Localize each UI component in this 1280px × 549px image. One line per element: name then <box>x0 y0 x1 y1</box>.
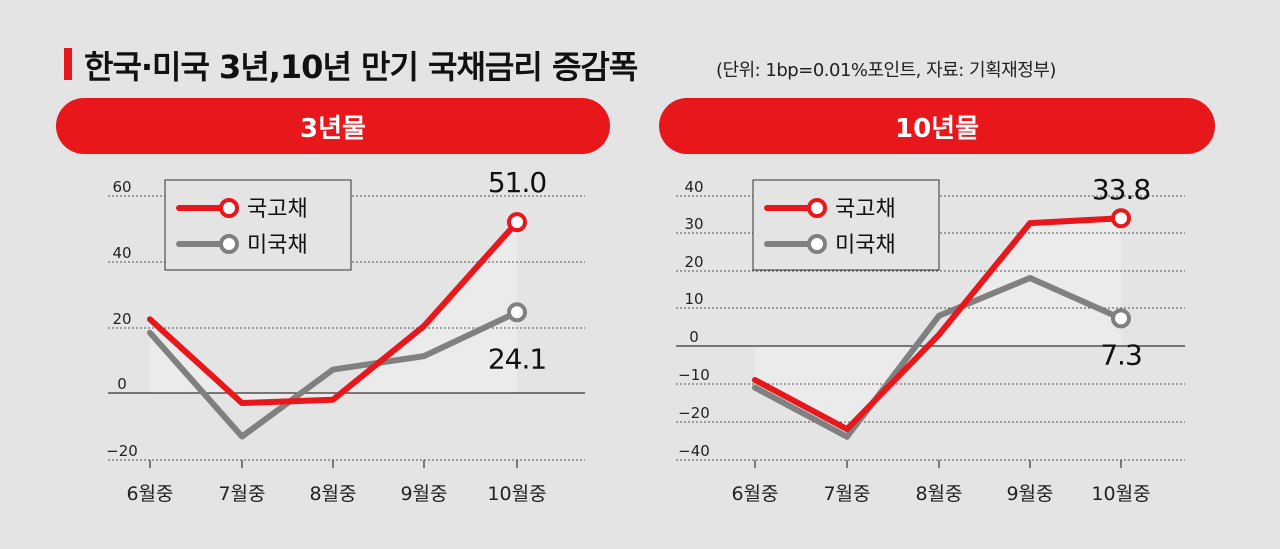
chart-title-10yr: 10년물 <box>659 98 1215 154</box>
title-accent-bar <box>64 48 72 80</box>
x-tick-label: 10월중 <box>487 483 546 505</box>
x-tick-label: 7월중 <box>218 483 265 505</box>
y-tick-label: −20 <box>106 442 138 460</box>
x-tick-label: 6월중 <box>731 483 778 505</box>
y-tick-label: −40 <box>678 442 710 460</box>
x-tick-label: 7월중 <box>823 483 870 505</box>
kr-bond-end-marker <box>507 212 527 233</box>
data-label: 24.1 <box>488 342 546 375</box>
legend-swatch-marker <box>807 234 827 254</box>
y-tick-label: −10 <box>678 366 710 384</box>
us-bond-end-marker <box>507 302 527 323</box>
x-tick-label: 10월중 <box>1091 483 1150 505</box>
legend-label: 미국채 <box>247 233 308 258</box>
legend-swatch-marker <box>219 234 239 254</box>
kr-bond-end-marker <box>1111 208 1131 229</box>
y-tick-label: 30 <box>684 215 703 233</box>
x-tick-label: 9월중 <box>1006 483 1053 505</box>
page-subtitle: (단위: 1bp=0.01%포인트, 자료: 기획재정부) <box>716 60 1056 81</box>
legend-box <box>752 179 940 271</box>
legend-label: 국고채 <box>835 197 896 222</box>
data-label: 51.0 <box>488 166 546 199</box>
us-bond-end-marker <box>1111 308 1131 329</box>
chart-title-3yr: 3년물 <box>56 98 610 154</box>
y-tick-label: 60 <box>112 178 131 196</box>
x-tick-label: 6월중 <box>126 483 173 505</box>
y-tick-label: 10 <box>684 290 703 308</box>
y-tick-label: 0 <box>689 328 699 346</box>
x-tick-label: 8월중 <box>915 483 962 505</box>
legend-swatch-marker <box>219 198 239 218</box>
data-label: 33.8 <box>1092 173 1150 206</box>
y-tick-label: 0 <box>117 375 127 393</box>
legend-swatch-marker <box>807 198 827 218</box>
legend-label: 미국채 <box>835 233 896 258</box>
y-tick-label: 40 <box>684 178 703 196</box>
y-tick-label: 20 <box>112 310 131 328</box>
y-tick-label: 20 <box>684 253 703 271</box>
x-tick-label: 9월중 <box>400 483 447 505</box>
data-label: 7.3 <box>1100 338 1142 371</box>
y-tick-label: 40 <box>112 244 131 262</box>
legend-label: 국고채 <box>247 197 308 222</box>
x-tick-label: 8월중 <box>309 483 356 505</box>
page-title: 한국·미국 3년,10년 만기 국채금리 증감폭 <box>84 48 638 86</box>
y-tick-label: −20 <box>678 404 710 422</box>
legend-box <box>164 179 352 271</box>
